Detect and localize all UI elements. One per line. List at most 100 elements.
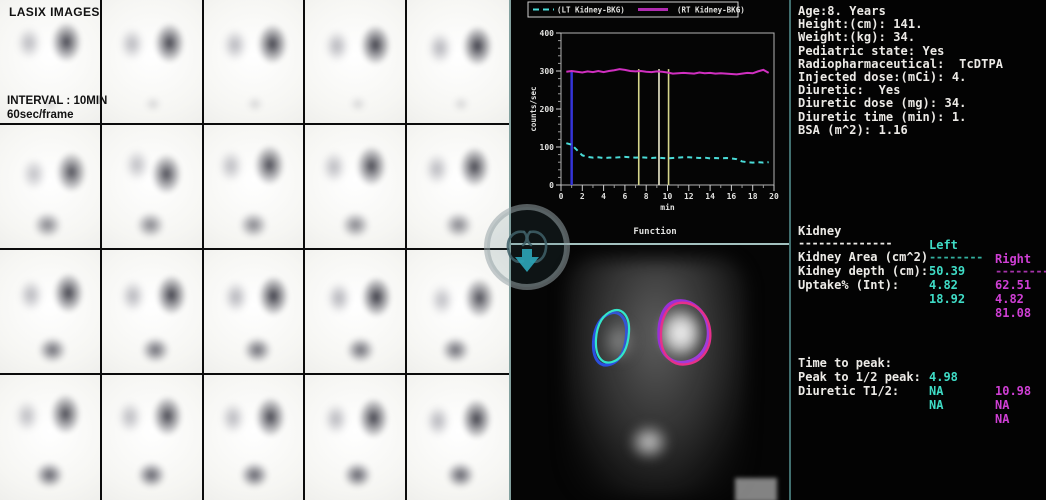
- patient-info-line: Injected dose:(mCi): 4.: [798, 70, 967, 84]
- uptake-blob: [425, 403, 452, 438]
- left-mid-separator: [509, 0, 511, 500]
- uptake-blob: [33, 461, 65, 489]
- table-row: Peak to 1/2 peak: NA NA: [798, 370, 1010, 412]
- scintigraphy-frame: [203, 375, 306, 500]
- x-tick-label: 16: [727, 192, 737, 201]
- scintigraphy-frame: [101, 0, 204, 125]
- scintigraphy-frame: [0, 375, 102, 500]
- uptake-blob: [48, 392, 82, 437]
- roi-image-area: [511, 245, 790, 500]
- uptake-blob: [461, 24, 495, 69]
- patient-info-line: Pediatric state: Yes: [798, 43, 945, 58]
- interval-line2: 60sec/frame: [7, 109, 74, 121]
- x-tick-label: 20: [769, 192, 779, 201]
- uptake-blob: [321, 150, 348, 185]
- patient-info-line: Diuretic: Yes: [798, 83, 901, 98]
- uptake-blob: [237, 211, 269, 239]
- table-row: Time to peak: 4.98 10.98: [798, 356, 1032, 398]
- uptake-blob: [16, 25, 42, 60]
- uptake-blob: [322, 402, 349, 437]
- x-tick-label: 12: [684, 192, 694, 201]
- frame-grid: [0, 0, 509, 500]
- lasix-images-title: LASIX IMAGES: [9, 5, 100, 19]
- uptake-blob: [423, 151, 450, 186]
- uptake-blob: [325, 281, 352, 316]
- table-row: Uptake% (Int): 18.92 81.08: [798, 278, 1032, 320]
- uptake-blob: [120, 279, 147, 314]
- scintigraphy-frame: [305, 375, 408, 500]
- table-row: Diuretic T1/2: NA NA: [798, 384, 1010, 426]
- left-col-header: Left: [929, 238, 958, 252]
- uptake-blob: [50, 19, 84, 64]
- legend-rt-label: (RT Kidney-BKG): [677, 6, 745, 15]
- scintigraphy-frame: [407, 375, 509, 500]
- interval-label: INTERVAL : 10MIN 60sec/frame: [7, 94, 107, 122]
- uptake-blob: [428, 282, 455, 317]
- scintigraphy-frame: [203, 0, 306, 125]
- uptake-blob: [257, 273, 291, 318]
- uptake-blob: [254, 394, 288, 439]
- uptake-blob: [41, 96, 60, 112]
- uptake-blob: [154, 272, 188, 317]
- lasix-images-panel: LASIX IMAGES INTERVAL : 10MIN 60sec/fram…: [0, 0, 509, 500]
- scintigraphy-frame: [203, 125, 306, 250]
- right-col-header: Right: [995, 252, 1032, 266]
- scintigraphy-frame: [407, 0, 509, 125]
- uptake-blob: [443, 211, 475, 239]
- uptake-blob: [151, 393, 185, 438]
- x-tick-label: 2: [580, 192, 585, 201]
- kidney-table-separator: -------------- -------- --------: [798, 236, 1046, 278]
- uptake-blob: [239, 461, 271, 489]
- y-tick-label: 300: [540, 67, 555, 76]
- uptake-blob: [118, 27, 145, 62]
- uptake-blob: [14, 398, 41, 433]
- uptake-blob: [360, 275, 394, 320]
- right-roi-outline: [659, 301, 712, 366]
- table-row: Kidney depth (cm): 4.82 4.82: [798, 264, 1024, 306]
- function-panel: (LT Kidney-BKG) (RT Kidney-BKG) 0 100 200 300…: [511, 0, 790, 500]
- uptake-blob: [219, 401, 246, 436]
- patient-info-line: Diuretic dose (mg): 34.: [798, 96, 967, 111]
- patient-info-line: Diuretic time (min): 1.: [798, 109, 967, 124]
- x-tick-label: 6: [622, 192, 627, 201]
- uptake-blob: [17, 277, 44, 312]
- uptake-blob: [459, 397, 493, 442]
- uptake-blob: [136, 461, 168, 489]
- uptake-blob: [451, 96, 470, 112]
- uptake-blob: [139, 336, 171, 364]
- scintigraphy-frame: [0, 250, 102, 375]
- x-axis-label: min: [660, 202, 675, 212]
- uptake-blob: [218, 149, 245, 184]
- uptake-blob: [143, 96, 162, 112]
- x-tick-label: 4: [601, 192, 606, 201]
- uptake-blob: [32, 211, 64, 239]
- scintigraphy-frame: [101, 125, 204, 250]
- x-tick-label: 14: [705, 192, 715, 201]
- uptake-blob: [221, 28, 248, 63]
- uptake-blob: [355, 144, 389, 189]
- scintigraphy-frame: [407, 250, 509, 375]
- uptake-blob: [358, 23, 392, 68]
- series-rt: [566, 68, 770, 76]
- uptake-blob: [324, 29, 351, 64]
- bladder-activity: [628, 423, 670, 461]
- x-tick-label: 18: [748, 192, 758, 201]
- left-roi-blue-edge: [591, 311, 629, 367]
- uptake-blob: [246, 96, 265, 112]
- legend-lt-label: (LT Kidney-BKG): [557, 6, 625, 15]
- x-tick-label: 0: [559, 192, 564, 201]
- scintigraphy-frame: [305, 250, 408, 375]
- uptake-blob: [341, 461, 373, 489]
- uptake-blob: [340, 211, 372, 239]
- uptake-blob: [356, 396, 390, 441]
- uptake-blob: [242, 336, 274, 364]
- table-row: Kidney Area (cm^2) 50.39 62.51: [798, 250, 1032, 292]
- scintigraphy-frame: [101, 250, 204, 375]
- uptake-blob: [345, 336, 377, 364]
- left-kidney-activity: [601, 319, 637, 363]
- uptake-blob: [149, 151, 183, 196]
- uptake-blob: [462, 276, 496, 321]
- image-corner-artifact: [735, 478, 777, 500]
- y-tick-label: 400: [540, 29, 555, 38]
